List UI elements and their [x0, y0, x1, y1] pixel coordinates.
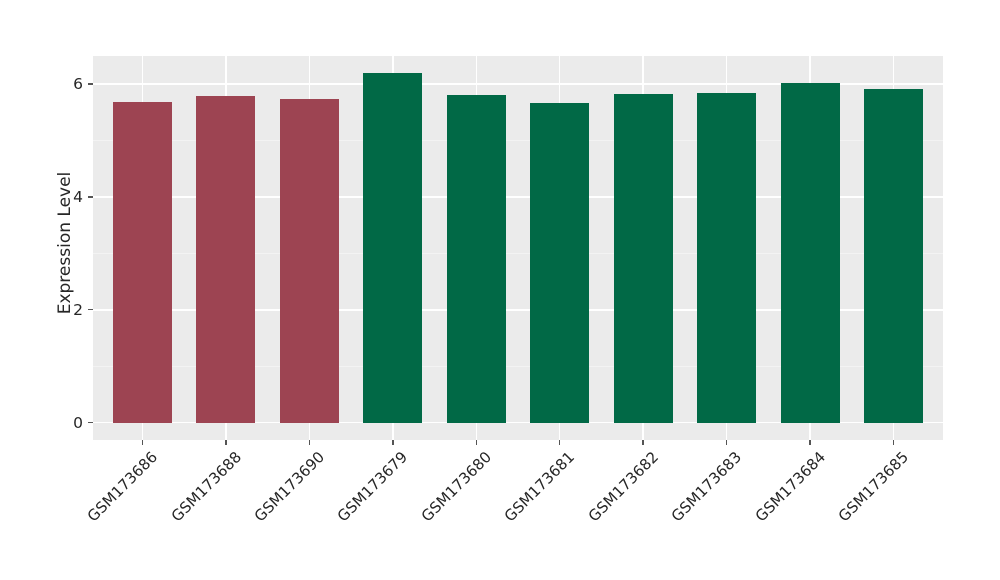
major-gridline [93, 196, 943, 198]
x-tick-label: GSM173681 [501, 448, 579, 526]
x-tick-mark [725, 440, 728, 445]
major-gridline [93, 83, 943, 86]
x-tick-label: GSM173686 [83, 448, 162, 526]
bar-GSM173686 [113, 101, 172, 423]
x-tick-label: GSM173688 [167, 448, 245, 526]
bar-GSM173681 [530, 103, 590, 423]
bar-GSM173688 [196, 96, 256, 423]
x-tick-mark [642, 440, 644, 445]
x-tick-mark [809, 440, 811, 445]
major-gridline [93, 308, 943, 311]
minor-gridline [93, 140, 943, 142]
y-tick-mark [88, 83, 93, 85]
x-tick-label: GSM173683 [668, 448, 746, 526]
y-tick-label: 2 [73, 300, 83, 319]
minor-gridline [93, 252, 943, 254]
y-tick-mark [88, 308, 93, 311]
y-tick-label: 6 [73, 75, 83, 94]
y-tick-mark [88, 421, 93, 424]
minor-gridline [93, 365, 943, 367]
bar-GSM173690 [279, 99, 339, 423]
x-tick-label: GSM173684 [751, 448, 829, 526]
bar-GSM173679 [363, 73, 423, 423]
x-tick-label: GSM173680 [417, 448, 495, 526]
x-tick-mark [558, 440, 561, 445]
major-gridline [93, 421, 943, 424]
y-tick-label: 0 [73, 413, 83, 432]
x-tick-label: GSM173690 [250, 448, 329, 526]
bar-GSM173683 [697, 93, 757, 423]
bar-GSM173684 [780, 83, 840, 423]
x-tick-label: GSM173685 [834, 448, 913, 526]
y-tick-label: 4 [73, 187, 83, 206]
x-tick-label: GSM173682 [584, 448, 662, 526]
plot-panel [93, 56, 943, 440]
bar-GSM173680 [446, 94, 506, 423]
x-tick-mark [308, 440, 311, 445]
x-tick-mark [892, 440, 895, 445]
x-tick-mark [141, 440, 144, 445]
x-tick-mark [225, 440, 227, 445]
x-tick-mark [392, 440, 394, 445]
bar-GSM173685 [864, 89, 923, 423]
x-tick-label: GSM173679 [334, 448, 412, 526]
y-tick-mark [88, 196, 93, 198]
bar-GSM173682 [613, 94, 673, 423]
x-tick-mark [475, 440, 478, 445]
